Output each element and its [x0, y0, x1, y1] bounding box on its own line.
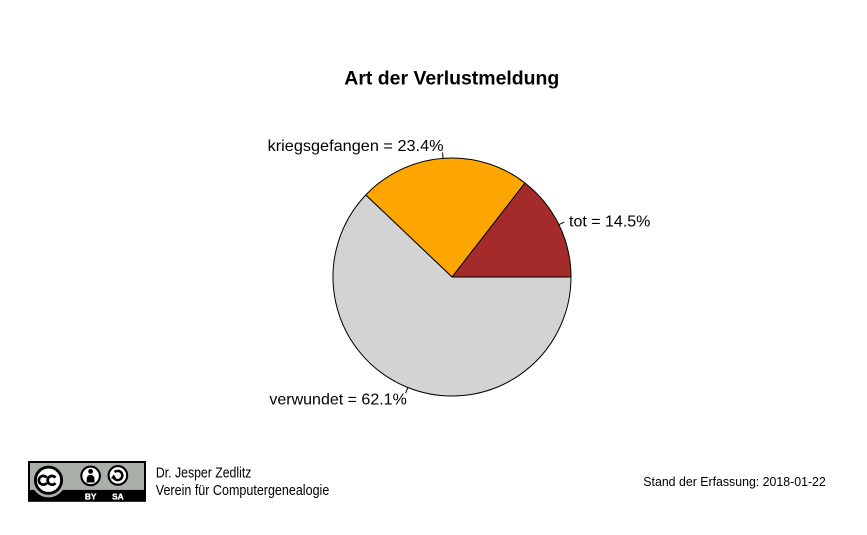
- svg-text:BY: BY: [85, 491, 97, 501]
- svg-text:SA: SA: [112, 491, 124, 501]
- svg-text:Stand der Erfassung: 2018-01-2: Stand der Erfassung: 2018-01-22: [643, 474, 826, 489]
- svg-text:Dr. Jesper Zedlitz: Dr. Jesper Zedlitz: [156, 465, 252, 482]
- svg-text:Art der Verlustmeldung: Art der Verlustmeldung: [344, 68, 559, 90]
- svg-text:Verein für Computergenealogie: Verein für Computergenealogie: [156, 482, 329, 499]
- svg-text:kriegsgefangen = 23.4%: kriegsgefangen = 23.4%: [268, 138, 444, 155]
- svg-text:tot = 14.5%: tot = 14.5%: [569, 214, 650, 231]
- svg-text:verwundet = 62.1%: verwundet = 62.1%: [269, 391, 406, 408]
